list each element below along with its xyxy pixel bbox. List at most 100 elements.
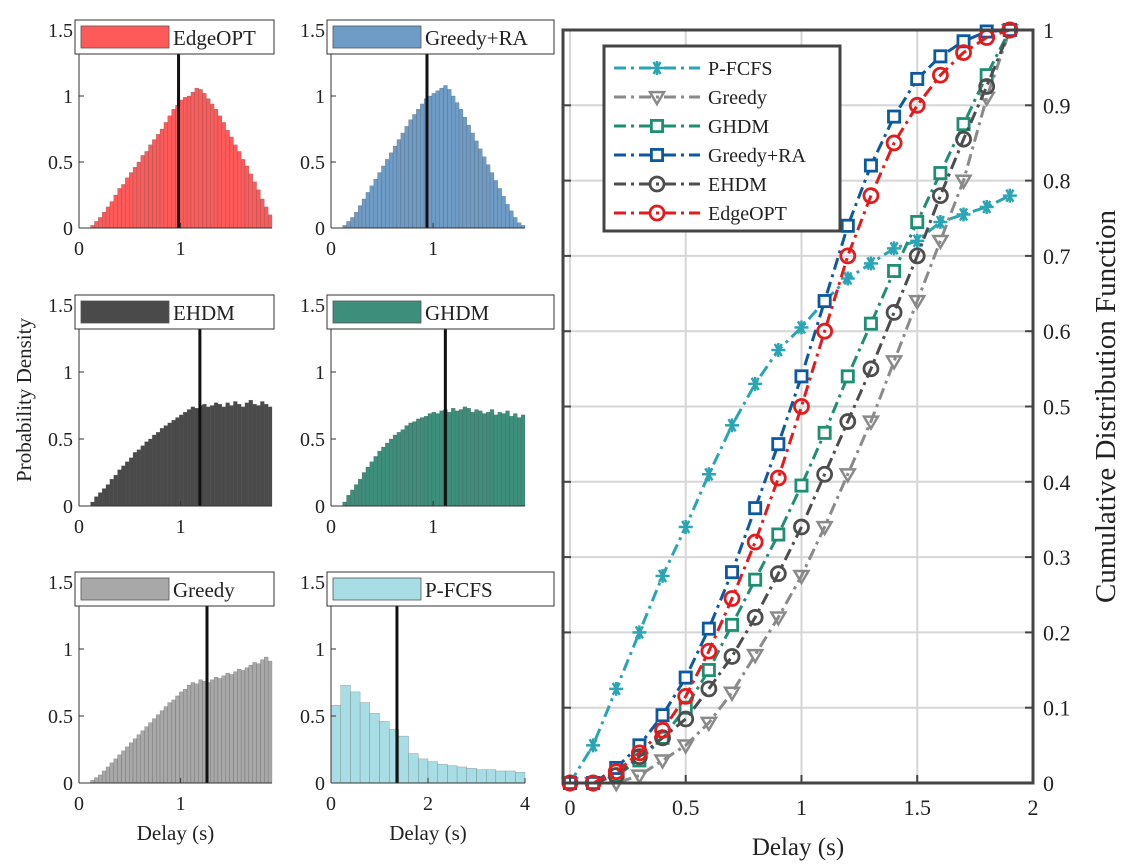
hist-bar (439, 410, 444, 507)
hist-bar (186, 685, 192, 784)
legend-swatch (80, 300, 170, 324)
data-point (677, 710, 695, 728)
data-point (908, 96, 926, 114)
hist-bar (240, 159, 246, 229)
hist-bar (190, 406, 195, 507)
data-point (771, 437, 786, 452)
hist-bar (470, 132, 475, 229)
hist-bar (359, 702, 370, 784)
legend-label: P-FCFS (708, 58, 773, 80)
data-point (655, 568, 670, 583)
data-point (978, 78, 996, 95)
x-tick-label: 2 (1028, 795, 1039, 820)
hist-bar (125, 177, 130, 229)
hist-bar (466, 768, 477, 784)
hist-panel-greedy: 0 0.5 1 1.5 0 1 Greedy Delay (s) (48, 571, 275, 845)
data-point (815, 520, 834, 537)
hist-bar (443, 85, 448, 229)
data-point (933, 215, 948, 230)
data-point (676, 739, 695, 755)
hist-bar (520, 414, 526, 507)
y-tick-label: 1 (1043, 18, 1054, 43)
hist-bar (229, 674, 234, 784)
data-point (817, 425, 832, 440)
hist-bar (456, 766, 467, 784)
y-tick-label: 1.5 (48, 295, 73, 317)
data-point (956, 117, 971, 132)
hist-bar (482, 156, 487, 229)
hist-bar (365, 466, 370, 507)
y-tick-label: 0.7 (1043, 244, 1071, 269)
hist-bar (466, 124, 471, 229)
series-line (569, 29, 1012, 785)
hist-bar (431, 93, 436, 229)
y-tick-label: 0 (315, 496, 325, 518)
hist-bar (109, 762, 114, 784)
x-tick-label: 1 (176, 793, 186, 815)
data-point (648, 175, 666, 193)
data-point (955, 130, 972, 148)
hist-bar (340, 685, 351, 784)
data-point (933, 166, 948, 181)
hist-bar (252, 662, 257, 784)
hist-bar (98, 492, 103, 507)
hist-bar (167, 422, 172, 507)
hist-bar (113, 475, 118, 507)
data-point (725, 418, 740, 433)
hist-bar (408, 422, 413, 507)
hist-bar (385, 442, 390, 507)
y-tick-label: 1.5 (300, 20, 325, 42)
hist-bar (148, 722, 153, 784)
y-tick-label: 1.5 (48, 20, 73, 42)
hist-bar (454, 102, 460, 229)
hist-bar (346, 221, 351, 229)
hist-bar (451, 95, 456, 229)
legend-swatch (80, 25, 170, 49)
y-tick-label: 1 (315, 86, 325, 108)
data-point (931, 234, 950, 251)
legend-item: Greedy+RA (614, 145, 806, 167)
data-point (885, 134, 903, 152)
data-point (863, 158, 878, 173)
hist-bar (198, 89, 203, 229)
hist-bar (381, 165, 386, 229)
y-tick-label: 0.5 (300, 706, 325, 728)
legend-label: P-FCFS (425, 578, 493, 602)
hist-bar (183, 97, 188, 229)
data-point (677, 688, 695, 705)
data-point (648, 204, 666, 222)
x-tick-label: 4 (520, 793, 530, 815)
hist-bar (233, 401, 238, 507)
hist-bar (248, 173, 253, 229)
hist-bar (513, 413, 518, 507)
hist-bar (495, 770, 506, 784)
hist-bar (497, 188, 502, 229)
hist-bar (229, 136, 234, 229)
hist-bar (267, 406, 273, 507)
hist-bar (163, 425, 168, 507)
data-point (979, 199, 994, 214)
hist-bar (217, 678, 222, 784)
hist-bar (132, 167, 138, 229)
hist-bar (121, 750, 126, 784)
legend-label: Greedy+RA (708, 145, 806, 167)
data-point (701, 467, 716, 482)
hist-bar (474, 140, 479, 229)
data-point (748, 572, 763, 587)
hist-bar (105, 766, 111, 784)
hist-bar (389, 152, 394, 229)
data-point (769, 565, 787, 583)
hist-bar (190, 91, 195, 229)
histogram-panels: 0 0.5 1 1.5 0 1 EdgeOPT 0 0.5 1 1.5 0 1 Greedy+RA 0 0.5… (48, 19, 555, 845)
hist-bar (404, 126, 409, 229)
hist-bar (101, 211, 107, 229)
hist-bar (346, 495, 351, 507)
hist-bar (237, 151, 242, 229)
legend-label: Greedy+RA (425, 26, 529, 50)
hist-bar (171, 109, 176, 229)
hist-bar (213, 676, 219, 784)
hist-bar (427, 413, 433, 507)
data-point (931, 187, 949, 205)
hist-bar (109, 201, 114, 229)
hist-bar (389, 438, 394, 507)
